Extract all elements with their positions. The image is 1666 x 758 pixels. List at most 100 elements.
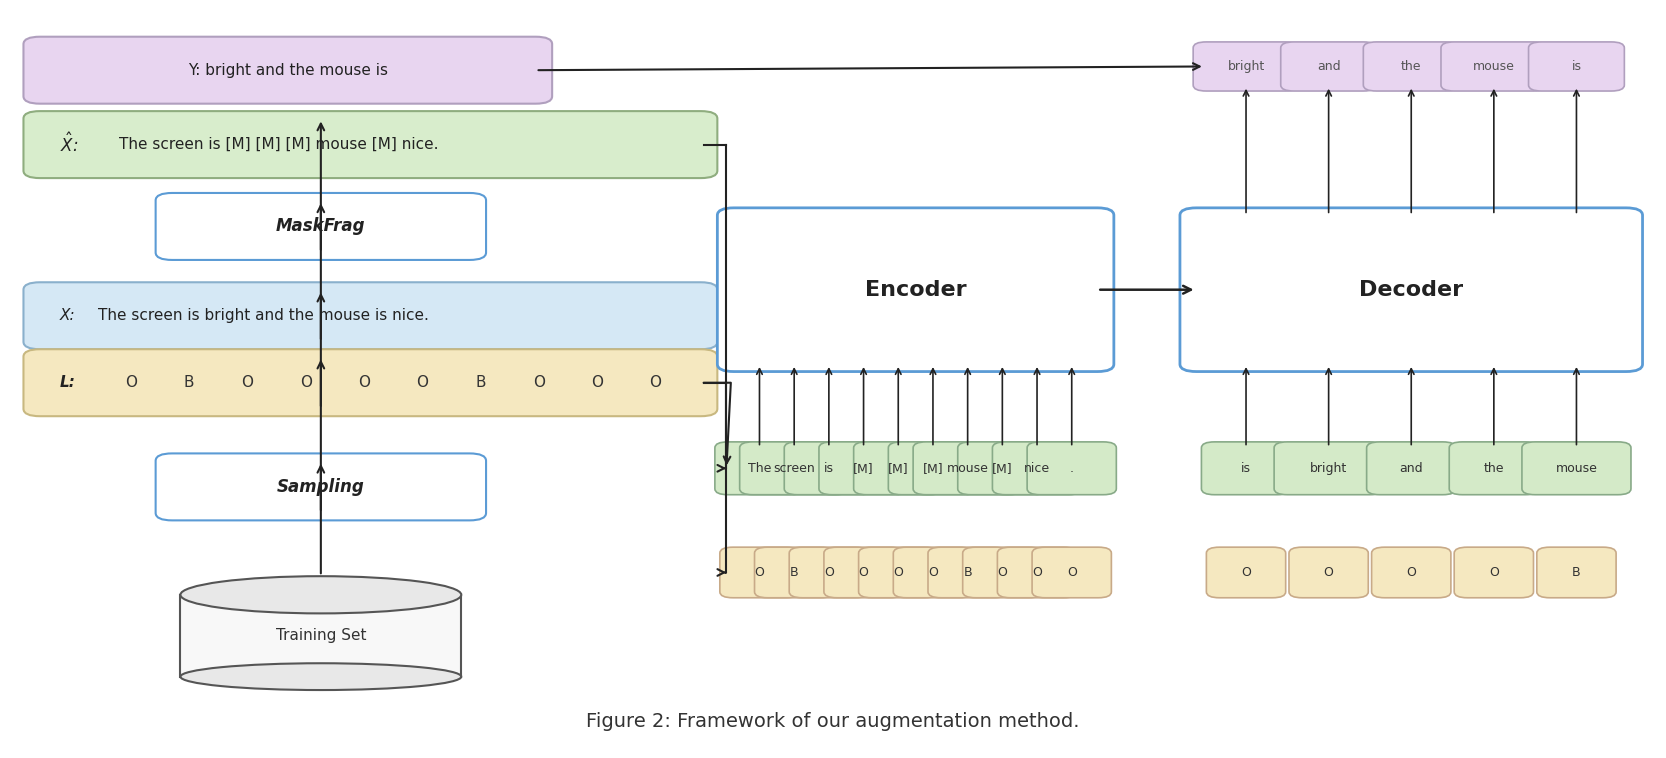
Text: B: B: [963, 566, 971, 579]
Text: MaskFrag: MaskFrag: [277, 218, 365, 236]
Text: O: O: [998, 566, 1008, 579]
FancyBboxPatch shape: [1528, 42, 1624, 91]
Text: Figure 2: Framework of our augmentation method.: Figure 2: Framework of our augmentation …: [586, 712, 1080, 731]
Text: nice: nice: [1025, 462, 1050, 475]
Text: The screen is bright and the mouse is nice.: The screen is bright and the mouse is ni…: [98, 309, 428, 323]
FancyBboxPatch shape: [1289, 547, 1368, 598]
FancyBboxPatch shape: [963, 547, 1041, 598]
Text: mouse: mouse: [1556, 462, 1598, 475]
FancyBboxPatch shape: [1206, 547, 1286, 598]
Text: The: The: [748, 462, 771, 475]
Text: .: .: [1070, 462, 1073, 475]
Text: O: O: [650, 375, 661, 390]
FancyBboxPatch shape: [715, 442, 805, 495]
FancyBboxPatch shape: [1031, 547, 1111, 598]
FancyBboxPatch shape: [928, 547, 1008, 598]
Text: O: O: [1033, 566, 1041, 579]
FancyBboxPatch shape: [155, 453, 486, 521]
FancyBboxPatch shape: [23, 282, 718, 349]
FancyBboxPatch shape: [958, 442, 1046, 495]
Text: O: O: [1324, 566, 1333, 579]
Text: the: the: [1484, 462, 1504, 475]
Text: O: O: [755, 566, 765, 579]
FancyBboxPatch shape: [825, 547, 903, 598]
Text: O: O: [825, 566, 833, 579]
Text: $\hat{X}$:: $\hat{X}$:: [60, 133, 78, 156]
Text: O: O: [1066, 566, 1076, 579]
Text: O: O: [1489, 566, 1499, 579]
FancyBboxPatch shape: [740, 442, 848, 495]
FancyBboxPatch shape: [1028, 442, 1116, 495]
FancyBboxPatch shape: [1441, 42, 1546, 91]
FancyBboxPatch shape: [893, 547, 973, 598]
FancyBboxPatch shape: [993, 442, 1081, 495]
FancyBboxPatch shape: [888, 442, 978, 495]
Text: O: O: [533, 375, 545, 390]
FancyBboxPatch shape: [853, 442, 943, 495]
Text: B: B: [183, 375, 195, 390]
FancyBboxPatch shape: [1366, 442, 1456, 495]
Text: O: O: [893, 566, 903, 579]
Text: mouse: mouse: [1473, 60, 1514, 73]
FancyBboxPatch shape: [1371, 547, 1451, 598]
Text: Decoder: Decoder: [1359, 280, 1463, 299]
Text: B: B: [475, 375, 486, 390]
Ellipse shape: [180, 663, 461, 690]
Text: O: O: [858, 566, 868, 579]
Text: [M]: [M]: [853, 462, 875, 475]
FancyBboxPatch shape: [785, 442, 873, 495]
Text: O: O: [125, 375, 137, 390]
FancyBboxPatch shape: [1180, 208, 1643, 371]
FancyBboxPatch shape: [1363, 42, 1459, 91]
FancyBboxPatch shape: [1449, 442, 1538, 495]
Text: bright: bright: [1309, 462, 1348, 475]
FancyBboxPatch shape: [755, 547, 833, 598]
FancyBboxPatch shape: [1454, 547, 1533, 598]
Text: Encoder: Encoder: [865, 280, 966, 299]
Text: The screen is [M] [M] [M] mouse [M] nice.: The screen is [M] [M] [M] mouse [M] nice…: [120, 137, 438, 152]
FancyBboxPatch shape: [820, 442, 908, 495]
Text: O: O: [1241, 566, 1251, 579]
Text: is: is: [825, 462, 835, 475]
Text: B: B: [790, 566, 798, 579]
FancyBboxPatch shape: [1274, 442, 1383, 495]
Text: O: O: [1406, 566, 1416, 579]
Text: screen: screen: [773, 462, 815, 475]
Text: is: is: [1571, 60, 1581, 73]
Text: mouse: mouse: [946, 462, 988, 475]
Polygon shape: [180, 595, 461, 677]
Text: the: the: [1401, 60, 1421, 73]
Text: is: is: [1241, 462, 1251, 475]
FancyBboxPatch shape: [718, 208, 1115, 371]
Text: [M]: [M]: [991, 462, 1013, 475]
FancyBboxPatch shape: [720, 547, 800, 598]
FancyBboxPatch shape: [1523, 442, 1631, 495]
Text: Training Set: Training Set: [275, 628, 367, 644]
Text: O: O: [242, 375, 253, 390]
FancyBboxPatch shape: [1281, 42, 1376, 91]
Text: Y: bright and the mouse is: Y: bright and the mouse is: [188, 63, 388, 77]
FancyBboxPatch shape: [1201, 442, 1291, 495]
FancyBboxPatch shape: [23, 36, 551, 104]
Ellipse shape: [180, 576, 461, 613]
Text: O: O: [358, 375, 370, 390]
Text: [M]: [M]: [923, 462, 943, 475]
Text: O: O: [300, 375, 312, 390]
FancyBboxPatch shape: [155, 193, 486, 260]
Text: O: O: [591, 375, 603, 390]
FancyBboxPatch shape: [23, 349, 718, 416]
FancyBboxPatch shape: [790, 547, 868, 598]
FancyBboxPatch shape: [913, 442, 1023, 495]
Text: B: B: [1573, 566, 1581, 579]
Text: [M]: [M]: [888, 462, 908, 475]
Text: Sampling: Sampling: [277, 478, 365, 496]
FancyBboxPatch shape: [1536, 547, 1616, 598]
Text: O: O: [416, 375, 428, 390]
FancyBboxPatch shape: [23, 111, 718, 178]
FancyBboxPatch shape: [858, 547, 938, 598]
Text: bright: bright: [1228, 60, 1264, 73]
Text: X:: X:: [60, 309, 75, 323]
FancyBboxPatch shape: [998, 547, 1076, 598]
Text: and: and: [1399, 462, 1423, 475]
FancyBboxPatch shape: [1193, 42, 1299, 91]
